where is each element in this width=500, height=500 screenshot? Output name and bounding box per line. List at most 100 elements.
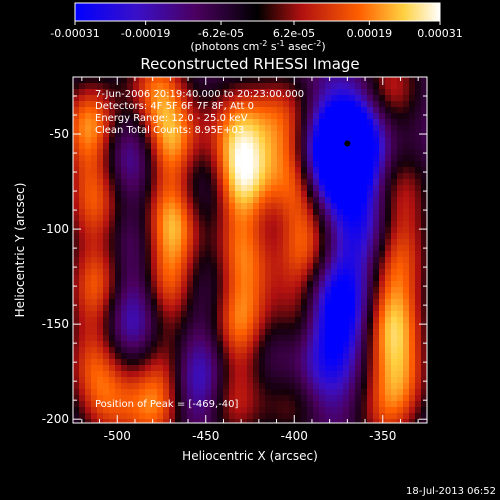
- heatmap-cell: [109, 143, 116, 150]
- heatmap-cell: [103, 413, 110, 420]
- heatmap-cell: [349, 257, 356, 264]
- heatmap-cell: [259, 179, 266, 186]
- heatmap-cell: [337, 299, 344, 306]
- heatmap-cell: [199, 227, 206, 234]
- heatmap-cell: [181, 173, 188, 180]
- heatmap-cell: [397, 407, 404, 414]
- heatmap-cell: [241, 407, 248, 414]
- heatmap-cell: [367, 323, 374, 330]
- heatmap-cell: [151, 95, 158, 102]
- heatmap-cell: [373, 155, 380, 162]
- heatmap-cell: [97, 305, 104, 312]
- heatmap-cell: [199, 173, 206, 180]
- heatmap-cell: [379, 185, 386, 192]
- heatmap-cell: [331, 401, 338, 408]
- heatmap-cell: [175, 395, 182, 402]
- heatmap-cell: [151, 251, 158, 258]
- heatmap-cell: [277, 275, 284, 282]
- heatmap-cell: [91, 329, 98, 336]
- heatmap-cell: [421, 335, 427, 342]
- heatmap-cell: [181, 77, 188, 84]
- heatmap-cell: [349, 95, 356, 102]
- heatmap-cell: [193, 413, 200, 420]
- heatmap-cell: [79, 89, 86, 96]
- heatmap-cell: [307, 185, 314, 192]
- heatmap-cell: [277, 155, 284, 162]
- heatmap-cell: [169, 83, 176, 90]
- heatmap-cell: [265, 137, 272, 144]
- heatmap-cell: [79, 413, 86, 420]
- heatmap-cell: [247, 77, 254, 84]
- heatmap-cell: [397, 143, 404, 150]
- heatmap-cell: [127, 275, 134, 282]
- heatmap-cell: [169, 119, 176, 126]
- heatmap-cell: [271, 239, 278, 246]
- heatmap-cell: [133, 179, 140, 186]
- heatmap-cell: [205, 365, 212, 372]
- heatmap-cell: [361, 323, 368, 330]
- heatmap-cell: [343, 173, 350, 180]
- heatmap-cell: [151, 185, 158, 192]
- heatmap-cell: [223, 353, 230, 360]
- heatmap-cell: [109, 131, 116, 138]
- heatmap-cell: [169, 161, 176, 168]
- heatmap-cell: [253, 335, 260, 342]
- heatmap-cell: [229, 209, 236, 216]
- heatmap-cell: [193, 113, 200, 120]
- heatmap-cell: [187, 155, 194, 162]
- heatmap-cell: [403, 113, 410, 120]
- heatmap-cell: [415, 209, 422, 216]
- heatmap-cell: [145, 335, 152, 342]
- colorbar-ticks: -0.00031 -0.00019 -6.2e-05 6.2e-05 0.00019 0.…: [50, 21, 463, 40]
- heatmap-cell: [349, 389, 356, 396]
- heatmap-cell: [379, 233, 386, 240]
- heatmap-cell: [421, 401, 427, 408]
- heatmap-cell: [139, 203, 146, 210]
- heatmap-cell: [379, 245, 386, 252]
- heatmap-cell: [151, 155, 158, 162]
- heatmap-cell: [403, 383, 410, 390]
- heatmap-cell: [139, 143, 146, 150]
- heatmap-cell: [409, 335, 416, 342]
- heatmap-cell: [331, 95, 338, 102]
- heatmap-cell: [133, 365, 140, 372]
- heatmap-cell: [181, 275, 188, 282]
- heatmap-cell: [211, 149, 218, 156]
- heatmap-cell: [397, 323, 404, 330]
- heatmap-cell: [319, 269, 326, 276]
- heatmap-cell: [103, 329, 110, 336]
- heatmap-cell: [283, 341, 290, 348]
- heatmap-cell: [385, 119, 392, 126]
- heatmap-cell: [127, 299, 134, 306]
- heatmap-cell: [211, 191, 218, 198]
- heatmap-cell: [319, 323, 326, 330]
- heatmap-cell: [385, 287, 392, 294]
- heatmap-cell: [73, 95, 80, 102]
- heatmap-cell: [223, 209, 230, 216]
- heatmap-cell: [199, 263, 206, 270]
- heatmap-cell: [289, 221, 296, 228]
- heatmap-cell: [361, 191, 368, 198]
- heatmap-cell: [313, 227, 320, 234]
- heatmap-cell: [283, 131, 290, 138]
- heatmap-cell: [277, 95, 284, 102]
- heatmap-cell: [163, 155, 170, 162]
- heatmap-cell: [73, 323, 80, 330]
- heatmap-cell: [385, 269, 392, 276]
- heatmap-cell: [133, 167, 140, 174]
- heatmap-cell: [373, 227, 380, 234]
- heatmap-cell: [253, 341, 260, 348]
- heatmap-cell: [367, 179, 374, 186]
- heatmap-cell: [187, 305, 194, 312]
- heatmap-cell: [253, 383, 260, 390]
- heatmap-cell: [367, 239, 374, 246]
- heatmap-cell: [337, 335, 344, 342]
- heatmap-cell: [409, 377, 416, 384]
- heatmap-cell: [109, 335, 116, 342]
- heatmap-cell: [157, 101, 164, 108]
- heatmap-cell: [253, 197, 260, 204]
- heatmap-cell: [301, 221, 308, 228]
- heatmap-cell: [379, 113, 386, 120]
- heatmap-cell: [307, 197, 314, 204]
- heatmap-cell: [307, 89, 314, 96]
